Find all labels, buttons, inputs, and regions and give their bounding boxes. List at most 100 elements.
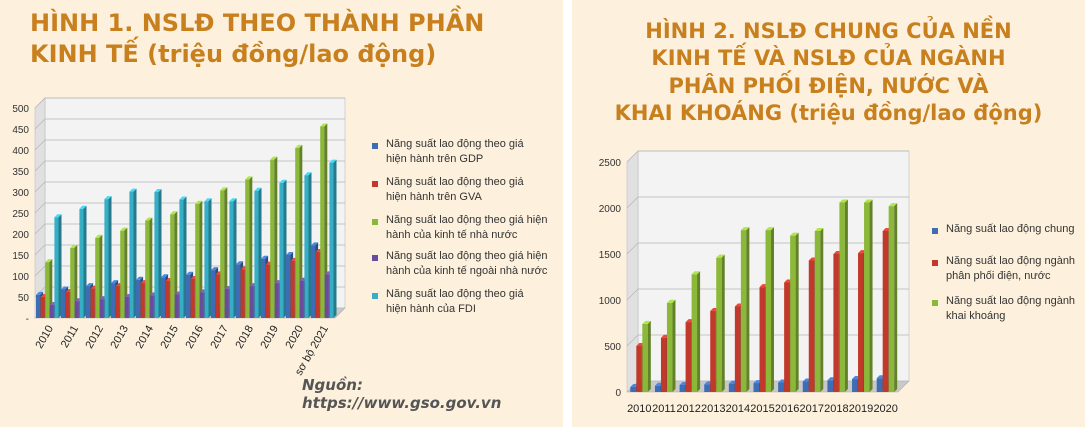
fig1-legend-label: Năng suất lao động theo giá hiện hành tr…	[386, 176, 524, 203]
fig1-bar	[320, 123, 328, 318]
fig1-bar	[245, 176, 253, 318]
fig1-bar	[104, 196, 112, 318]
fig1-bar	[79, 205, 87, 318]
fig1-gridline	[34, 202, 345, 214]
fig1-legend-swatch	[372, 293, 378, 299]
fig2-bar	[888, 203, 898, 392]
fig1-y-tick-label: 200	[12, 230, 29, 241]
fig1-y-tick-label: 450	[12, 125, 29, 136]
fig1-bar	[179, 196, 187, 318]
fig2-bar	[839, 199, 848, 392]
fig2-bar	[666, 299, 676, 392]
fig2-y-tick-label: 1000	[599, 296, 622, 307]
fig2-bar	[642, 320, 651, 392]
fig1-y-tick-label: 300	[12, 188, 29, 199]
fig1-x-tick-label: 2015	[158, 324, 181, 351]
fig2-gridline	[626, 150, 909, 163]
fig1-bar	[204, 198, 212, 318]
fig1-y-tick-label: 250	[12, 209, 29, 220]
fig1-x-tick-label: 2010	[33, 324, 56, 351]
fig1-x-tick-label: 2014	[133, 324, 156, 351]
fig1-y-tick-label: 150	[12, 251, 29, 262]
fig2-legend-label: Năng suất lao động chung	[946, 223, 1075, 235]
figure-2-chart: 0 500 1000 1500 2000 2500 2010 2011 2012 2013 2014…	[599, 150, 910, 415]
fig1-y-tick-label: -	[26, 314, 29, 325]
fig1-bar	[154, 189, 162, 318]
fig1-gridline	[34, 97, 345, 109]
fig1-gridline	[34, 139, 345, 151]
fig1-legend-swatch	[372, 143, 378, 149]
fig1-x-tick-label: 2019	[258, 324, 281, 351]
fig2-bar	[691, 271, 701, 392]
fig2-y-tick-label: 2500	[599, 158, 622, 169]
fig1-legend-swatch	[372, 219, 378, 225]
fig1-y-tick-label: 500	[12, 104, 29, 115]
fig1-bar	[95, 234, 103, 318]
fig1-bar	[270, 156, 278, 318]
fig1-bar	[170, 211, 178, 318]
fig2-bar	[765, 227, 774, 392]
fig2-bar	[740, 227, 750, 392]
fig1-legend-label: Năng suất lao động theo giá hiện hành củ…	[386, 250, 548, 277]
fig1-gridline	[34, 118, 345, 130]
source-note: Nguồn: https://www.gso.gov.vn	[302, 376, 502, 412]
fig1-x-tick-label: 2017	[208, 324, 231, 351]
fig1-bar	[329, 159, 337, 318]
figure-2-title: HÌNH 2. NSLĐ CHUNG CỦA NỀN KINH TẾ VÀ NS…	[614, 19, 1043, 125]
fig1-gridline	[34, 181, 345, 193]
fig1-bar	[229, 198, 237, 318]
fig2-x-tick-label: 2015	[750, 403, 774, 415]
fig2-x-tick-label: 2018	[824, 403, 848, 415]
fig1-legend-swatch	[372, 181, 378, 187]
fig2-legend-swatch	[932, 300, 938, 306]
fig1-y-tick-label: 100	[12, 272, 29, 283]
fig1-bar	[145, 217, 153, 318]
fig2-x-tick-label: 2014	[726, 403, 750, 415]
fig1-y-tick-label: 50	[18, 293, 30, 304]
fig1-gridline	[34, 223, 345, 235]
fig1-bar	[304, 172, 312, 318]
fig1-bar	[220, 187, 228, 318]
fig2-y-tick-label: 1500	[599, 250, 622, 261]
fig1-x-tick-label: 2018	[233, 324, 256, 351]
fig1-bar	[295, 144, 303, 318]
fig1-bar	[195, 200, 203, 318]
fig1-bar	[254, 187, 262, 318]
fig1-y-tick-label: 400	[12, 146, 29, 157]
fig1-legend-label: Năng suất lao động theo giá hiện hành củ…	[386, 288, 524, 315]
fig1-legend-swatch	[372, 255, 378, 261]
fig2-x-tick-label: 2016	[775, 403, 799, 415]
fig2-bar	[716, 254, 725, 392]
fig1-x-tick-label: 2020	[283, 324, 306, 351]
figure-1-title: HÌNH 1. NSLĐ THEO THÀNH PHẦN KINH TẾ (tr…	[30, 9, 485, 69]
fig1-bar	[129, 188, 137, 318]
figure-1-panel: HÌNH 1. NSLĐ THEO THÀNH PHẦN KINH TẾ (tr…	[0, 0, 563, 427]
fig2-legend-label: Năng suất lao động ngành khai khoáng	[946, 295, 1076, 322]
fig1-x-tick-label: 2013	[108, 324, 131, 351]
fig2-y-tick-label: 0	[615, 388, 621, 399]
fig1-legend-label: Năng suất lao động theo giá hiện hành tr…	[386, 138, 524, 165]
fig2-y-tick-label: 2000	[599, 204, 622, 215]
fig1-legend-label: Năng suất lao động theo giá hiện hành củ…	[386, 214, 548, 241]
fig1-bar	[54, 214, 62, 318]
fig1-y-tick-label: 350	[12, 167, 29, 178]
fig2-x-tick-label: 2013	[701, 403, 725, 415]
fig2-legend-label: Năng suất lao động ngành phân phối điện,…	[946, 255, 1076, 282]
fig1-x-tick-label: 2012	[83, 324, 106, 351]
fig2-legend-swatch	[932, 260, 938, 266]
fig2-bar	[790, 232, 799, 392]
fig2-x-tick-label: 2012	[676, 403, 700, 415]
fig2-y-tick-label: 500	[604, 342, 621, 353]
fig1-x-tick-label: 2016	[183, 324, 206, 351]
fig2-x-tick-label: 2019	[849, 403, 873, 415]
fig2-x-tick-label: 2011	[652, 403, 676, 415]
fig1-gridline	[34, 244, 345, 256]
fig1-x-tick-label: 2011	[59, 324, 81, 350]
fig2-x-tick-label: 2010	[627, 403, 651, 415]
fig1-bar	[279, 179, 287, 318]
fig2-bar	[864, 199, 873, 392]
fig2-gridline	[626, 196, 909, 209]
fig2-legend-swatch	[932, 228, 938, 234]
fig2-x-tick-label: 2020	[873, 403, 897, 415]
